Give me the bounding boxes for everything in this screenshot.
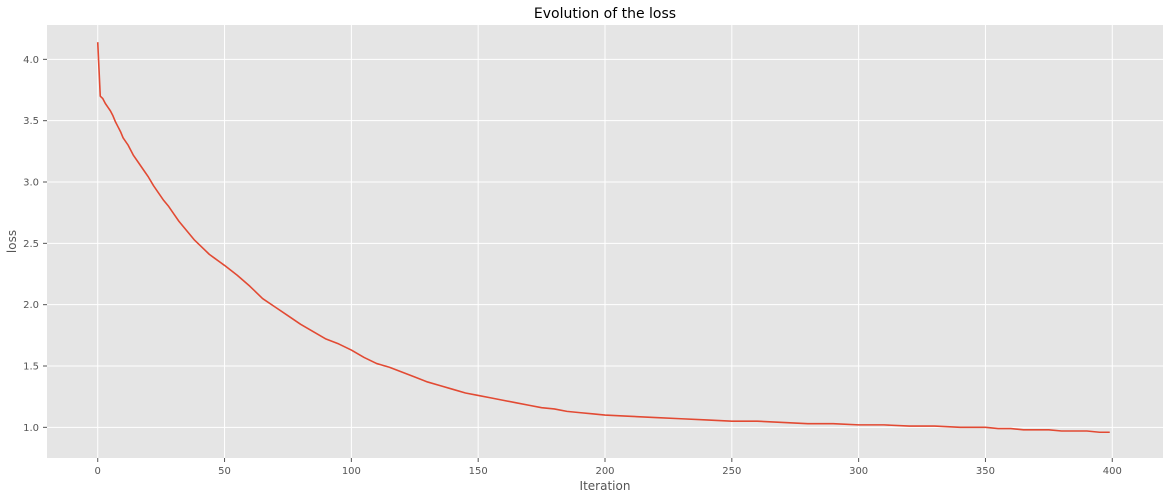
- tick-layer: 0 50 100 150 200 250 300 350 400 1.0 1.5 2.0 2.5 3.0 3…: [23, 55, 1122, 477]
- y-axis-label: loss: [5, 230, 19, 253]
- x-tick-label: 250: [722, 466, 741, 477]
- x-tick-label: 50: [218, 466, 231, 477]
- x-axis-label: Iteration: [580, 479, 631, 493]
- x-tick-label: 400: [1103, 466, 1122, 477]
- x-tick-label: 350: [976, 466, 995, 477]
- x-tick-label: 150: [469, 466, 488, 477]
- y-tick-label: 2.5: [23, 239, 39, 250]
- x-tick-label: 300: [849, 466, 868, 477]
- y-tick-label: 1.0: [23, 423, 39, 434]
- y-tick-label: 1.5: [23, 362, 39, 373]
- series-layer: [96, 42, 1110, 434]
- x-tick-label: 100: [342, 466, 361, 477]
- y-tick-label: 3.5: [23, 116, 39, 127]
- y-tick-label: 2.0: [23, 300, 39, 311]
- loss-series-line: [96, 42, 1110, 434]
- y-tick-label: 3.0: [23, 178, 39, 189]
- chart-title: Evolution of the loss: [534, 6, 676, 22]
- x-tick-label: 200: [595, 466, 614, 477]
- y-tick-label: 4.0: [23, 55, 39, 66]
- x-tick-label: 0: [95, 466, 101, 477]
